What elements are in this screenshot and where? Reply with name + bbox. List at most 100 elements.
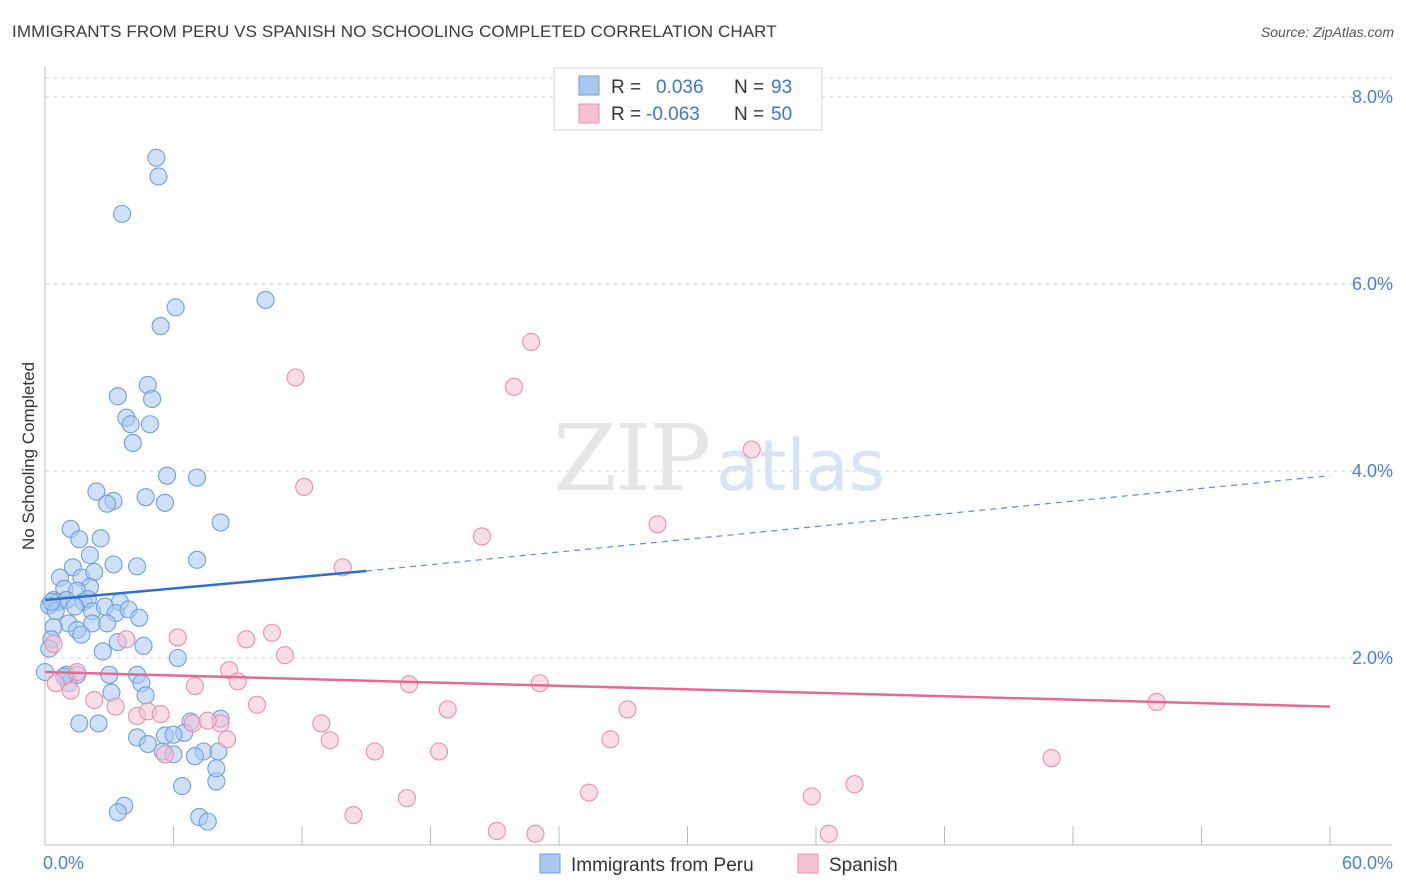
legend-r-label-2: R = (611, 104, 641, 125)
spanish-data-point (44, 634, 63, 654)
peru-data-point (155, 493, 174, 512)
spanish-data-point (312, 714, 331, 733)
spanish-data-point (155, 745, 174, 764)
peru-data-point (91, 529, 110, 548)
spanish-data-point (802, 787, 821, 806)
peru-data-point (138, 734, 157, 754)
peru-data-point (93, 642, 112, 661)
peru-data-point (80, 546, 100, 565)
y-tick-label: 4.0% (1352, 461, 1393, 481)
legend-box: R = 0.036 N = 93 R = -0.063 N = 50 (553, 67, 823, 131)
chart-title: IMMIGRANTS FROM PERU VS SPANISH NO SCHOO… (12, 22, 777, 41)
spanish-data-point (365, 742, 384, 761)
peru-data-point (104, 555, 123, 574)
axes (44, 66, 1392, 846)
legend-n-value-2: 50 (771, 104, 792, 125)
legend-r-value-2: -0.063 (646, 104, 700, 125)
spanish-data-point (295, 477, 314, 496)
trend-lines (44, 475, 1331, 708)
spanish-data-point (228, 672, 247, 691)
peru-data-point (207, 759, 226, 778)
peru-data-point (198, 812, 217, 831)
peru-data-point (188, 468, 207, 487)
peru-data-point (256, 290, 275, 309)
peru-data-point (89, 714, 108, 733)
y-axis-label: No Schooling Completed (19, 362, 38, 550)
peru-data-point (151, 317, 170, 336)
spanish-data-point (601, 730, 620, 749)
legend-r-label-1: R = (611, 77, 641, 98)
peru-data-point (123, 433, 142, 453)
peru-data-point (85, 562, 104, 582)
spanish-data-point (504, 377, 524, 396)
peru-data-point (108, 387, 127, 406)
spanish-data-point (85, 691, 104, 710)
spanish-data-point (183, 714, 202, 733)
legend-r-value-1: 0.036 (656, 77, 704, 98)
trend-line-spanish (44, 670, 1331, 708)
peru-data-point (158, 466, 177, 485)
spanish-data-point (522, 332, 541, 352)
peru-data-point (140, 415, 159, 434)
peru-data-point (147, 148, 166, 167)
spanish-data-point (487, 821, 506, 841)
spanish-data-point (1042, 748, 1061, 768)
peru-data-point (130, 608, 149, 627)
spanish-data-point (526, 824, 545, 843)
peru-data-point (113, 204, 132, 223)
peru-data-point (149, 167, 168, 186)
spanish-data-point (117, 630, 136, 649)
peru-data-point (168, 648, 187, 668)
bottom-legend: Immigrants from Peru Spanish (539, 853, 898, 876)
spanish-data-point (275, 646, 294, 665)
spanish-data-point (320, 731, 339, 750)
spanish-data-point (618, 700, 637, 719)
peru-data-point (121, 415, 140, 434)
peru-data-point (65, 597, 85, 616)
peru-data-point (98, 614, 117, 633)
spanish-data-point (530, 674, 549, 693)
spanish-data-point (819, 824, 838, 843)
peru-data-point (108, 803, 127, 822)
bottom-legend-label-spanish: Spanish (829, 855, 898, 876)
spanish-data-point (430, 742, 449, 761)
peru-data-point (185, 747, 204, 766)
bottom-legend-swatch-pink (797, 853, 819, 874)
peru-data-point (42, 592, 61, 611)
spanish-data-point (400, 675, 419, 694)
peru-data-point (70, 530, 89, 549)
grid-lines (45, 77, 1392, 659)
y-tick-label: 6.0% (1352, 274, 1393, 294)
spanish-data-point (286, 368, 305, 387)
chart-source: Source: ZipAtlas.com (1260, 24, 1394, 40)
peru-data-point (211, 513, 230, 532)
watermark: ZIP atlas (553, 405, 885, 512)
spanish-data-point (61, 681, 80, 700)
spanish-data-point (579, 783, 599, 802)
tick-labels: 2.0% 4.0% 6.0% 8.0% 0.0% 60.0% (43, 87, 1393, 873)
x-tick-label: 0.0% (43, 853, 84, 873)
watermark-zip: ZIP (553, 405, 709, 512)
legend-swatch-pink (578, 103, 600, 124)
legend-n-label-2: N = (734, 104, 764, 125)
trend-line-peru-dashed (366, 475, 1331, 572)
peru-data-point (143, 389, 162, 409)
spanish-data-point (344, 806, 363, 825)
peru-data-point (134, 636, 153, 655)
peru-data-point (188, 550, 207, 569)
peru-data-point (136, 686, 155, 705)
legend-n-value-1: 93 (771, 77, 792, 98)
legend-n-label-1: N = (734, 77, 764, 98)
peru-data-point (166, 298, 185, 317)
spanish-data-point (247, 695, 267, 714)
spanish-data-point (438, 700, 457, 719)
peru-data-point (87, 482, 106, 501)
peru-data-point (164, 725, 183, 744)
peru-data-point (72, 625, 91, 644)
series-spanish (44, 332, 1166, 843)
spanish-data-point (262, 623, 282, 642)
bottom-legend-swatch-blue (539, 853, 561, 874)
spanish-data-point (845, 775, 864, 794)
y-tick-label: 2.0% (1352, 648, 1393, 668)
